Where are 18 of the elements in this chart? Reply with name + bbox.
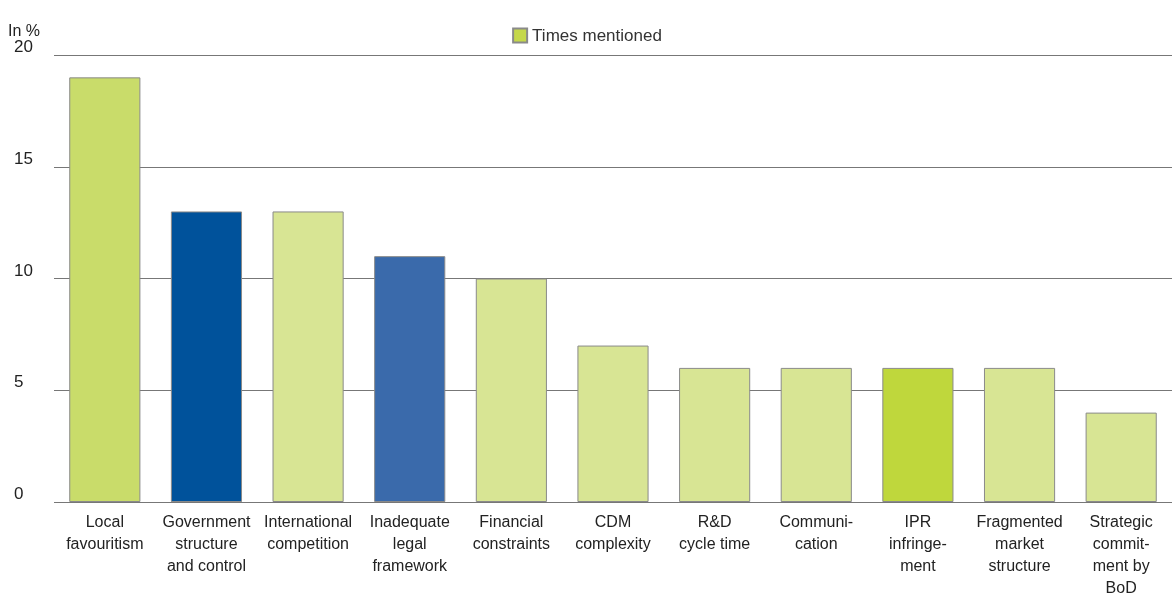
x-tick-label: Fragmented market structure	[976, 512, 1063, 574]
x-tick-label: Communi- cation	[779, 512, 854, 552]
y-tick-label: 10	[14, 260, 33, 280]
y-tick-label: 15	[14, 148, 33, 168]
x-tick-label: R&D cycle time	[679, 512, 751, 552]
x-tick-label: Local favouritism	[66, 512, 144, 552]
x-tick-label: IPR infringe- ment	[889, 512, 947, 574]
x-tick-label: Inadequate legal framework	[369, 512, 450, 574]
legend-label: Times mentioned	[532, 26, 662, 45]
y-tick-label: 5	[14, 372, 24, 392]
x-tick-label: Government structure and control	[162, 512, 252, 574]
x-tick-label: International competition	[264, 512, 353, 552]
y-axis-title: In %	[8, 21, 41, 39]
y-tick-label: 20	[14, 37, 33, 56]
x-tick-label: Financial constraints	[472, 512, 551, 552]
x-tick-label: CDM complexity	[575, 512, 651, 552]
x-tick-label: Strategic commit- ment by BoD	[1089, 512, 1153, 596]
y-tick-label: 0	[14, 484, 24, 503]
